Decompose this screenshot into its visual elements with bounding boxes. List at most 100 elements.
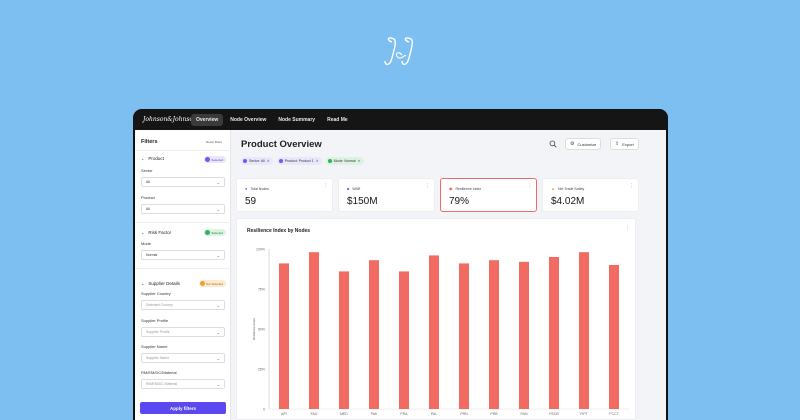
supplier-name-select[interactable]: Supplier Name ⌄ <box>141 353 225 363</box>
chevron-down-icon: ⌄ <box>216 356 220 361</box>
bar <box>429 255 439 409</box>
sector-label: Sector <box>141 168 153 173</box>
app-body: Filters Reset filters ⌄ Product Selected… <box>135 130 666 420</box>
product-section-toggle[interactable]: ⌄ Product <box>141 156 164 161</box>
brand-wordmark: Johnson&Johnson <box>143 116 197 123</box>
chevron-down-icon: ⌄ <box>216 382 220 387</box>
divider <box>135 150 231 151</box>
select-placeholder: Supplier Profile <box>146 330 170 334</box>
filters-title: Filters <box>141 139 158 145</box>
x-tick-label: FCCT <box>609 412 619 416</box>
section-label: Product <box>148 156 164 161</box>
bar <box>369 260 379 409</box>
x-tick-label: PRB <box>490 412 498 416</box>
bar <box>279 263 289 409</box>
page-title: Product Overview <box>241 139 322 150</box>
kpi-label: Resilience Index <box>455 186 482 191</box>
chip-dot-icon <box>243 159 247 163</box>
filter-chip-mode[interactable]: Mode: Normal ✕ <box>325 157 364 165</box>
badge-label: Selected <box>211 230 223 235</box>
y-tick-label: 75% <box>258 288 265 292</box>
x-tick-label: FIPT <box>580 412 588 416</box>
supplier-country-select[interactable]: Selected Country ⌄ <box>141 300 225 310</box>
chip-label: Sector: All <box>249 159 265 163</box>
close-icon[interactable]: ✕ <box>315 159 319 163</box>
close-icon[interactable]: ✕ <box>266 159 270 163</box>
bar <box>489 260 499 409</box>
status-badge: Selected <box>204 229 226 236</box>
active-filter-chips: Sector: All ✕ Product: Product 1 ✕ Mode:… <box>241 157 368 165</box>
filter-chip-sector[interactable]: Sector: All ✕ <box>241 157 273 165</box>
supplier-section-toggle[interactable]: ⌄ Supplier Details <box>141 281 180 286</box>
reset-filters-link[interactable]: Reset filters <box>206 140 222 144</box>
mode-select[interactable]: Normal ⌄ <box>141 250 225 260</box>
more-icon[interactable]: ⋮ <box>629 183 634 189</box>
kpi-label: Net Trade Safety <box>557 186 585 191</box>
tab-node-overview[interactable]: Node Overview <box>230 116 267 123</box>
x-tick-label: PAN <box>521 412 528 416</box>
chart-icon: ■ <box>347 186 350 191</box>
more-icon[interactable]: ⋮ <box>425 183 430 189</box>
kpi-label: WAR <box>352 186 361 191</box>
select-placeholder: Supplier Name <box>146 356 170 360</box>
resilience-chart-card: Resilience Index by Nodes ⋮ 0 25% 50% 75% 10… <box>236 218 636 420</box>
sliders-icon: ⚙ <box>570 141 575 147</box>
export-icon: ⇪ <box>615 141 620 147</box>
warning-icon: ▲ <box>551 186 555 191</box>
chevron-down-icon: ⌄ <box>216 330 220 335</box>
badge-label: Selected <box>211 157 223 162</box>
y-tick-label: 25% <box>258 368 265 372</box>
product-label: Product <box>141 195 155 200</box>
supplier-profile-label: Supplier Profile <box>141 318 169 323</box>
filter-chip-product[interactable]: Product: Product 1 ✕ <box>276 157 322 165</box>
supplier-profile-select[interactable]: Supplier Profile ⌄ <box>141 327 225 337</box>
bar <box>309 252 319 409</box>
x-tick-label: API <box>281 412 287 416</box>
more-icon[interactable]: ⋮ <box>323 183 328 189</box>
badge-dot-icon <box>199 281 205 286</box>
filters-sidebar: Filters Reset filters ⌄ Product Selected… <box>135 130 231 420</box>
export-button[interactable]: ⇪ Export <box>610 138 639 150</box>
risk-section-toggle[interactable]: ⌄ Risk Factor <box>141 230 171 235</box>
close-icon[interactable]: ✕ <box>357 159 361 163</box>
product-select[interactable]: All ⌄ <box>141 204 225 214</box>
apply-filters-button[interactable]: Apply filters <box>140 402 226 414</box>
section-label: Risk Factor <box>148 230 172 235</box>
bar <box>549 257 559 409</box>
y-tick-label: 50% <box>258 328 265 332</box>
x-tick-label: FAU <box>311 412 318 416</box>
tab-read-me[interactable]: Read Me <box>327 116 348 123</box>
customize-button[interactable]: ⚙ Customize <box>565 138 602 150</box>
bar <box>519 261 529 409</box>
bar-chart: 0 25% 50% 75% 100% Resilience Index API FAU MED P… <box>252 248 629 416</box>
kpi-card-resilience-index[interactable]: ◉ Resilience Index 79% ⋮ <box>440 178 537 212</box>
badge-dot-icon <box>205 157 211 162</box>
jnj-logo <box>384 37 413 66</box>
more-icon[interactable]: ⋮ <box>625 225 630 231</box>
chevron-down-icon: ⌄ <box>216 180 220 185</box>
bar <box>579 252 589 409</box>
chevron-down-icon: ⌄ <box>216 303 220 308</box>
select-placeholder: Selected Country <box>146 303 173 307</box>
select-value: Normal <box>146 253 158 257</box>
more-icon[interactable]: ⋮ <box>527 183 532 189</box>
search-icon[interactable] <box>549 140 557 148</box>
bar <box>399 271 409 409</box>
x-tick-label: PRA <box>400 412 408 416</box>
section-label: Supplier Details <box>148 281 180 286</box>
button-label: Export <box>622 141 634 147</box>
app-window: Johnson&Johnson Overview Node Overview N… <box>133 109 668 420</box>
y-tick-label: 100% <box>256 248 265 252</box>
select-value: All <box>146 207 150 211</box>
x-tick-label: PAK <box>371 412 378 416</box>
sector-select[interactable]: All ⌄ <box>141 177 225 187</box>
chevron-down-icon: ⌄ <box>141 230 145 235</box>
tab-node-summary[interactable]: Node Summary <box>278 116 316 123</box>
chevron-down-icon: ⌄ <box>141 156 145 161</box>
supplier-country-label: Supplier Country <box>141 291 171 296</box>
chevron-down-icon: ⌄ <box>216 253 220 258</box>
tab-overview[interactable]: Overview <box>191 113 224 126</box>
x-tick-label: FECB <box>549 412 559 416</box>
material-select[interactable]: RM/EM/DC Material ⌄ <box>141 379 225 389</box>
mode-label: Mode <box>141 241 152 246</box>
